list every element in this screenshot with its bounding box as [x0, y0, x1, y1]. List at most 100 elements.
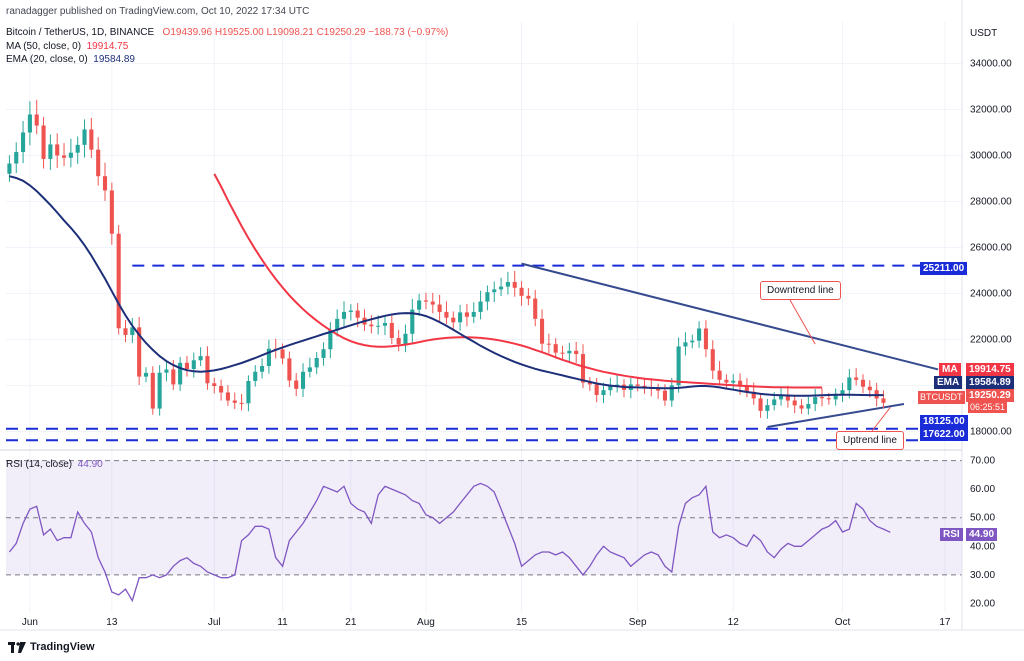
ema-legend[interactable]: EMA (20, close, 0) 19584.89 — [6, 54, 135, 65]
candle-body — [382, 322, 388, 326]
horizontal-levels — [6, 264, 926, 442]
candle-body — [232, 400, 237, 403]
candle-body — [287, 358, 292, 381]
trend-lines — [521, 262, 939, 428]
candle-body — [751, 391, 756, 399]
candle-body — [191, 360, 196, 370]
candle-body — [430, 301, 435, 305]
candle-body — [328, 330, 333, 350]
rsi-legend-label: RSI (14, close) — [6, 459, 73, 470]
candle-body — [471, 311, 476, 317]
symbol-name-tag: BTCUSDT — [918, 391, 965, 404]
uptrend-line-annotation: Uptrend line — [836, 431, 904, 450]
support-2-price-tag: 17622.00 — [920, 428, 968, 441]
candle-body — [123, 328, 128, 335]
candle-body — [765, 405, 770, 411]
last-price-tag: 19250.29 — [966, 389, 1014, 402]
price-tick-label: 28000.00 — [970, 196, 1012, 207]
ema-legend-value: 19584.89 — [93, 54, 135, 65]
ohlc-values: O19439.96 H19525.00 L19098.21 C19250.29 … — [162, 27, 449, 38]
candle-body — [826, 398, 831, 400]
candle-body — [778, 394, 784, 400]
candle-body — [697, 328, 702, 341]
candle-body — [833, 394, 838, 400]
rsi-legend[interactable]: RSI (14, close) 44.90 — [6, 459, 103, 470]
ema-legend-label: EMA (20, close, 0) — [6, 54, 88, 65]
candle-body — [266, 348, 271, 367]
candle-body — [785, 394, 790, 401]
time-tick-label: 21 — [345, 617, 357, 628]
candle-body — [690, 340, 695, 343]
candle-body — [533, 298, 538, 319]
candle-body — [567, 350, 572, 354]
candle-body — [178, 362, 183, 385]
candle-body — [587, 382, 592, 385]
downtrend-annotation-arrow — [789, 299, 816, 345]
candle-body — [150, 372, 155, 409]
resistance-price-tag: 25211.00 — [920, 262, 968, 275]
candle-body — [396, 337, 401, 345]
candle-body — [34, 114, 39, 126]
candle-body — [89, 129, 94, 150]
candle-body — [27, 114, 32, 133]
candle-body — [499, 286, 504, 290]
candle-body — [806, 403, 811, 409]
symbol-legend[interactable]: Bitcoin / TetherUS, 1D, BINANCE O19439.9… — [6, 27, 448, 38]
candle-body — [458, 312, 463, 323]
ma-legend-label: MA (50, close, 0) — [6, 41, 82, 52]
candle-body — [68, 152, 73, 158]
candle-body — [239, 402, 244, 404]
time-tick-label: Sep — [629, 617, 647, 628]
candle-body — [61, 155, 67, 158]
candle-body — [847, 377, 852, 391]
support-1-price-tag: 18125.00 — [920, 415, 968, 428]
candle-body — [21, 132, 26, 153]
candle-body — [819, 397, 825, 399]
ma-legend[interactable]: MA (50, close, 0) 19914.75 — [6, 41, 128, 52]
candle-body — [662, 390, 668, 401]
candle-body — [580, 354, 586, 383]
candle-body — [116, 233, 121, 329]
candle-body — [102, 176, 108, 191]
candle-body — [813, 397, 818, 404]
price-tick-label: 32000.00 — [970, 104, 1012, 115]
candle-body — [314, 357, 319, 368]
candle-body — [403, 333, 408, 345]
candle-body — [574, 350, 579, 355]
candles — [7, 99, 886, 419]
time-tick-label: Jul — [208, 617, 221, 628]
ema-price-tag: 19584.89 — [966, 376, 1014, 389]
tradingview-logo[interactable]: TradingView — [8, 641, 95, 653]
candle-body — [14, 152, 19, 164]
downtrend-line-annotation: Downtrend line — [760, 281, 841, 300]
time-tick-label: 17 — [939, 617, 951, 628]
rsi-line — [8, 482, 891, 603]
time-tick-label: Aug — [417, 617, 435, 628]
candle-body — [601, 390, 606, 396]
candle-body — [560, 352, 565, 354]
price-tick-label: 22000.00 — [970, 335, 1012, 346]
time-tick-label: 12 — [728, 617, 740, 628]
candle-body — [792, 400, 797, 406]
price-tick-label: 26000.00 — [970, 243, 1012, 254]
candle-body — [656, 389, 661, 391]
candle-body — [410, 309, 415, 334]
candle-body — [731, 380, 736, 383]
currency-label: USDT — [970, 28, 998, 39]
candle-body — [464, 312, 469, 317]
candle-body — [492, 289, 497, 293]
price-tick-label: 24000.00 — [970, 289, 1012, 300]
candle-body — [321, 349, 326, 358]
candle-body — [478, 301, 483, 312]
tradingview-brand: TradingView — [30, 641, 95, 653]
candle-body — [608, 386, 613, 391]
candle-body — [417, 300, 422, 310]
candle-body — [246, 380, 251, 404]
rsi-tick-label: 70.00 — [970, 456, 995, 467]
rsi-value-tag: 44.90 — [966, 528, 998, 541]
candle-body — [485, 292, 490, 302]
rsi-tick-label: 40.00 — [970, 541, 995, 552]
rsi-tick-label: 50.00 — [970, 513, 995, 524]
uptrend-line — [767, 402, 905, 428]
